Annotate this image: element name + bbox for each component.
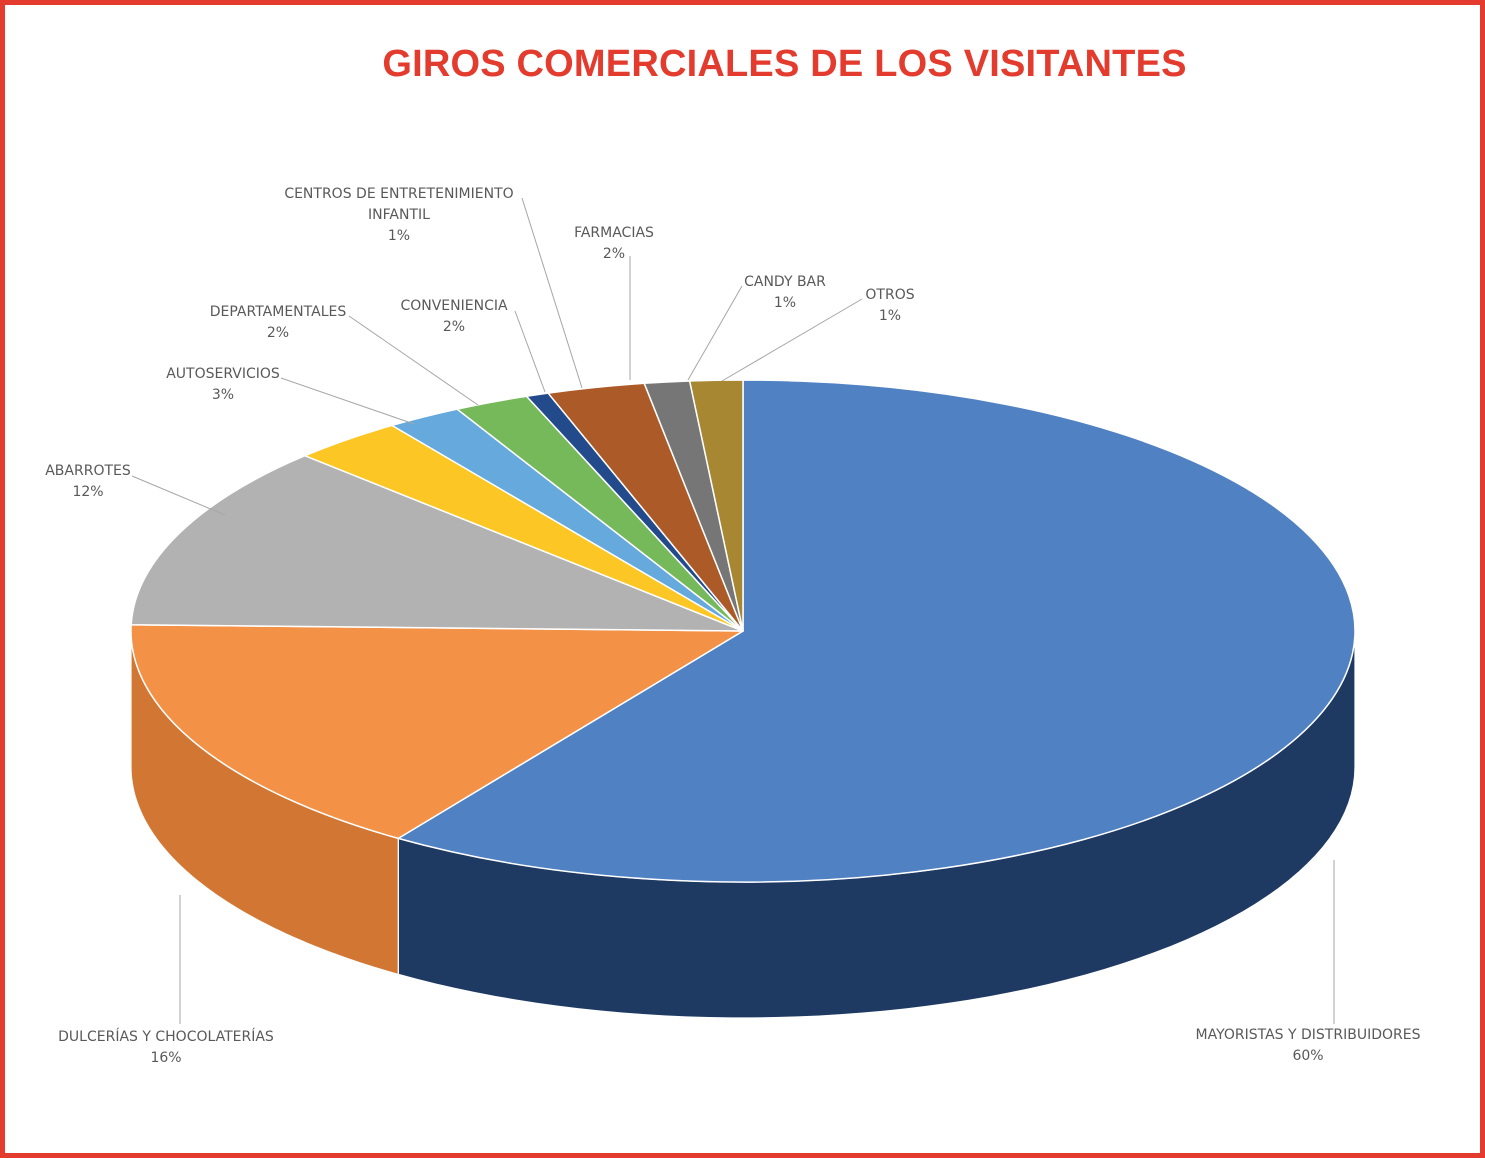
slice-value-dulcerias-y-chocolaterias: 16% [150, 1050, 181, 1066]
slice-labels: MAYORISTAS Y DISTRIBUIDORES 60% DULCERÍAS … [45, 186, 1420, 1066]
slice-label-autoservicios: AUTOSERVICIOS [166, 366, 280, 382]
slice-value-centros-de-entretenimiento-infantil: 1% [388, 228, 410, 244]
leader-line-candy-bar [687, 285, 743, 381]
leader-line-otros [721, 298, 863, 382]
slice-label-centros-de-entretenimiento-infantil: CENTROS DE ENTRETENIMIENTO [284, 186, 513, 202]
leader-lines [131, 197, 1335, 1024]
slice-value-conveniencia: 2% [443, 319, 465, 335]
slice-label-mayoristas-y-distribuidores: MAYORISTAS Y DISTRIBUIDORES [1196, 1027, 1421, 1043]
slice-label-otros: OTROS [865, 287, 914, 303]
leader-line-autoservicios [280, 377, 415, 425]
pie-slice-mayoristas-y-distribuidores [397, 379, 1356, 883]
slice-label-farmacias: FARMACIAS [574, 225, 654, 241]
pie-slice-abarrotes [130, 454, 744, 632]
pie-top [130, 379, 1356, 883]
leader-line-conveniencia [514, 310, 546, 393]
leader-line-departamentales [348, 315, 479, 406]
slice-label-conveniencia: CONVENIENCIA [400, 298, 508, 314]
slice-label-abarrotes: ABARROTES [45, 463, 131, 479]
slice-value-otros: 1% [879, 308, 901, 324]
slice-value-farmacias: 2% [603, 246, 625, 262]
slice-label-departamentales: DEPARTAMENTALES [210, 304, 347, 320]
pie-slice-dulcerias-y-chocolaterias [130, 623, 744, 840]
slice-value-abarrotes: 12% [72, 484, 103, 500]
slice-value-mayoristas-y-distribuidores: 60% [1292, 1048, 1323, 1064]
slice-label-dulcerias-y-chocolaterias: DULCERÍAS Y CHOCOLATERÍAS [58, 1028, 274, 1045]
slice-label-candy-bar: CANDY BAR [744, 274, 826, 290]
slice-value-autoservicios: 3% [212, 387, 234, 403]
slice-value-candy-bar: 1% [774, 295, 796, 311]
pie-slice-otros [688, 379, 744, 632]
leader-line-centros-de-entretenimiento-infantil [521, 197, 583, 389]
chart-title: GIROS COMERCIALES DE LOS VISITANTES [382, 43, 1187, 85]
slice-label-centros-de-entretenimiento-infantil: INFANTIL [368, 207, 430, 223]
leader-line-abarrotes [131, 475, 226, 516]
slice-value-departamentales: 2% [267, 325, 289, 341]
